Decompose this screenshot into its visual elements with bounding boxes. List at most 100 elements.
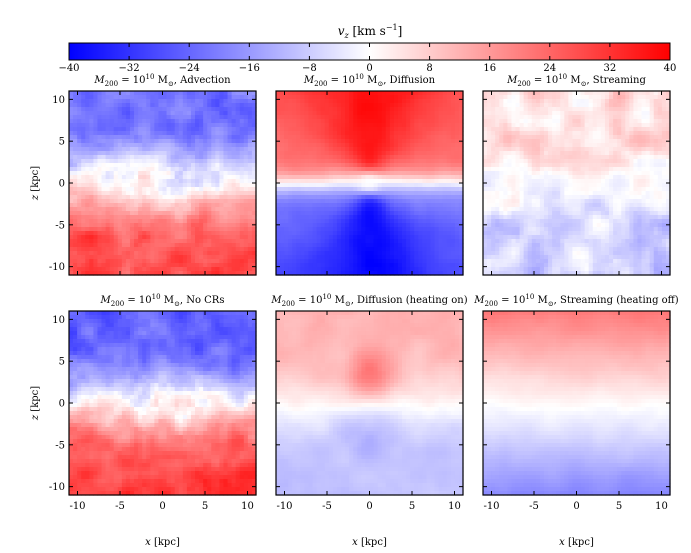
heatmap-cell <box>134 199 139 204</box>
heatmap-cell <box>296 95 301 100</box>
heatmap-cell <box>592 99 598 104</box>
heatmap-cell <box>564 135 569 140</box>
heatmap-cell <box>162 195 168 200</box>
heatmap-cell <box>199 95 204 100</box>
heatmap-cell <box>373 271 379 276</box>
heatmap-cell <box>223 115 229 120</box>
heatmap-cell <box>308 263 314 268</box>
heatmap-cell <box>592 143 598 148</box>
heatmap-cell <box>458 203 464 208</box>
heatmap-cell <box>93 127 99 132</box>
heatmap-cell <box>292 151 297 156</box>
heatmap-cell <box>503 135 508 140</box>
heatmap-cell <box>312 159 318 164</box>
heatmap-cell <box>446 271 452 276</box>
heatmap-cell <box>247 175 253 180</box>
heatmap-cell <box>125 95 131 100</box>
heatmap-cell <box>89 195 94 200</box>
heatmap-cell <box>308 231 314 236</box>
heatmap-cell <box>69 203 74 208</box>
heatmap-cell <box>406 91 411 96</box>
heatmap-cell <box>300 207 306 212</box>
heatmap-cell <box>596 99 602 104</box>
heatmap-cell <box>426 131 432 136</box>
heatmap-cell <box>109 247 115 252</box>
heatmap-cell <box>450 135 456 140</box>
heatmap-cell <box>446 199 452 204</box>
heatmap-cell <box>134 119 139 124</box>
heatmap-cell <box>101 243 107 248</box>
heatmap-cell <box>499 111 504 116</box>
heatmap-cell <box>641 111 647 116</box>
heatmap-cell <box>247 211 253 216</box>
heatmap-cell <box>430 115 436 120</box>
heatmap-cell <box>527 91 533 96</box>
heatmap-cell <box>195 155 200 160</box>
heatmap-cell <box>85 191 90 196</box>
heatmap-cell <box>308 95 314 100</box>
heatmap-cell <box>113 91 119 96</box>
heatmap-cell <box>284 195 289 200</box>
heatmap-cell <box>556 127 561 132</box>
heatmap-cell <box>105 247 111 252</box>
heatmap-cell <box>284 95 289 100</box>
heatmap-cell <box>239 159 245 164</box>
heatmap-cell <box>402 271 407 276</box>
heatmap-cell <box>182 243 188 248</box>
heatmap-cell <box>215 143 221 148</box>
heatmap-cell <box>146 263 151 268</box>
heatmap-cell <box>280 163 285 168</box>
heatmap-cell <box>300 259 306 264</box>
heatmap-cell <box>385 127 391 132</box>
heatmap-cell <box>381 175 387 180</box>
heatmap-cell <box>641 143 647 148</box>
heatmap-cell <box>195 163 200 168</box>
heatmap-cell <box>284 215 289 220</box>
heatmap-cell <box>653 95 659 100</box>
heatmap-cell <box>280 147 285 152</box>
heatmap-cell <box>507 111 513 116</box>
heatmap-cell <box>584 95 590 100</box>
heatmap-cell <box>568 91 574 96</box>
heatmap-cell <box>389 231 395 236</box>
heatmap-cell <box>543 111 549 116</box>
heatmap-cell <box>397 215 403 220</box>
heatmap-cell <box>150 227 155 232</box>
heatmap-cell <box>134 143 139 148</box>
heatmap-cell <box>596 95 602 100</box>
heatmap-cell <box>81 139 86 144</box>
heatmap-cell <box>357 235 362 240</box>
heatmap-cell <box>239 115 245 120</box>
heatmap-cell <box>393 115 399 120</box>
heatmap-cell <box>239 199 245 204</box>
heatmap-cell <box>357 207 362 212</box>
colorbar-tick-label: 32 <box>604 63 617 74</box>
heatmap-cell <box>418 111 423 116</box>
heatmap-cell <box>89 227 94 232</box>
heatmap-cell <box>365 103 371 108</box>
heatmap-cell <box>158 107 164 112</box>
heatmap-cell <box>410 247 415 252</box>
heatmap-cell <box>243 207 249 212</box>
heatmap-cell <box>73 143 78 148</box>
heatmap-cell <box>316 115 322 120</box>
heatmap-cell <box>219 183 225 188</box>
heatmap-cell <box>418 183 423 188</box>
heatmap-cell <box>332 239 338 244</box>
heatmap-cell <box>292 203 297 208</box>
heatmap-cell <box>535 119 541 124</box>
heatmap-cell <box>276 259 281 264</box>
heatmap-cell <box>280 103 285 108</box>
heatmap-cell <box>227 123 233 128</box>
heatmap-cell <box>142 215 147 220</box>
heatmap-cell <box>166 119 172 124</box>
heatmap-cell <box>69 251 74 256</box>
heatmap-cell <box>190 271 196 276</box>
heatmap-cell <box>150 163 155 168</box>
heatmap-cell <box>243 235 249 240</box>
heatmap-cell <box>365 235 371 240</box>
heatmap-cell <box>345 227 350 232</box>
heatmap-cell <box>341 163 346 168</box>
heatmap-cell <box>430 251 436 256</box>
heatmap-cell <box>324 135 330 140</box>
